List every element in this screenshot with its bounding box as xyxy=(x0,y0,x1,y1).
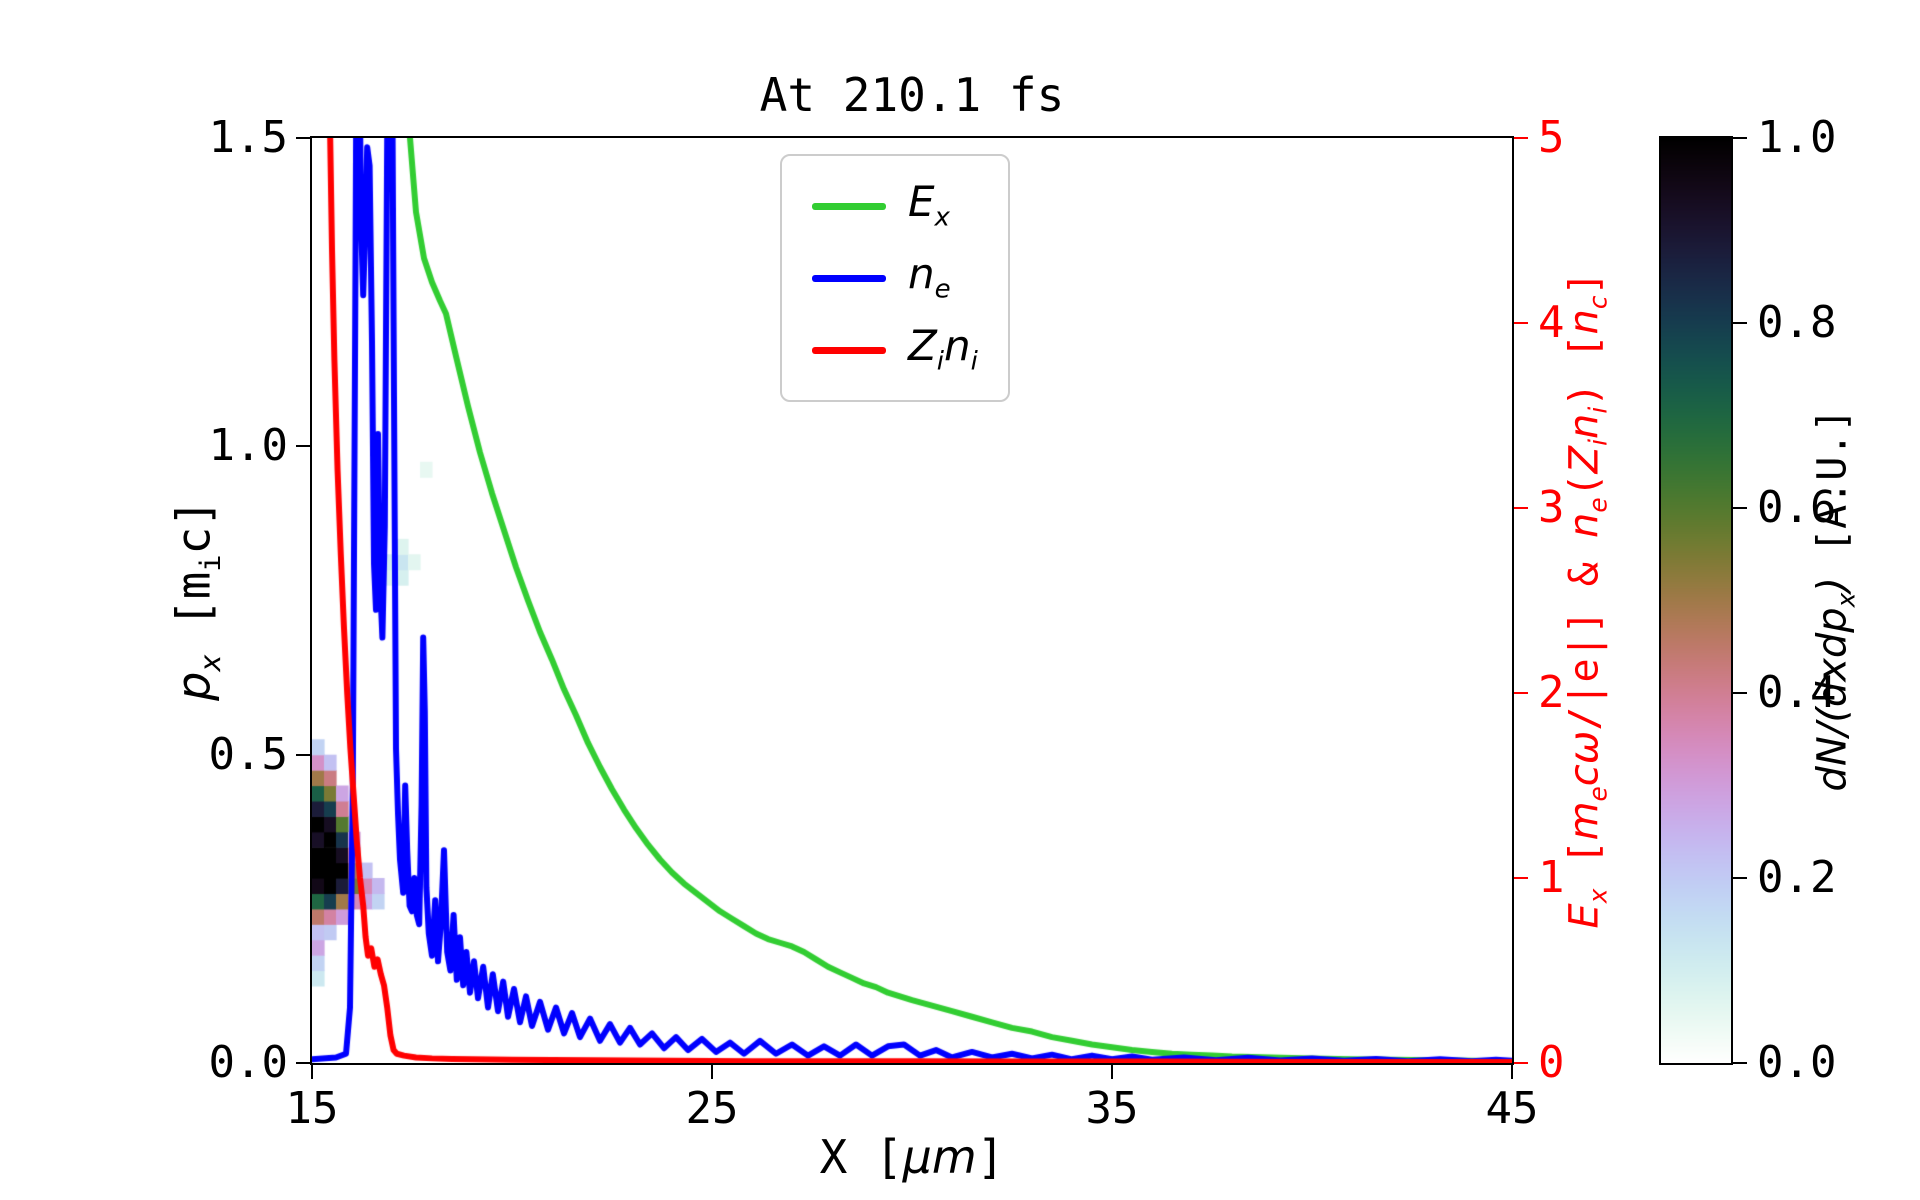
x-tick-label: 25 xyxy=(685,1083,739,1134)
legend-label-ex: Ex xyxy=(908,177,950,233)
y-right-tick-label: 5 xyxy=(1538,112,1565,163)
colorbar-tick-label: 1.0 xyxy=(1757,112,1837,163)
x-tick-label: 45 xyxy=(1485,1083,1539,1134)
colorbar-tick-mark xyxy=(1733,507,1747,509)
y-left-tick-label: 0.5 xyxy=(208,728,288,780)
y-right-tick-label: 1 xyxy=(1538,852,1565,903)
colorbar-label: dN/(dxdpx) [A.U.] xyxy=(1809,408,1861,792)
colorbar-tick-label: 0.0 xyxy=(1757,1037,1837,1088)
y-left-tick-mark xyxy=(296,137,310,139)
plot-title: At 210.1 fs xyxy=(759,68,1065,122)
y-left-tick-mark xyxy=(296,1062,310,1064)
legend-item-zini: Zini xyxy=(812,314,978,386)
x-tick-label: 15 xyxy=(285,1083,339,1134)
y-right-tick-label: 0 xyxy=(1538,1037,1565,1088)
colorbar-tick-mark xyxy=(1733,322,1747,324)
colorbar xyxy=(1659,136,1733,1065)
y-right-tick-mark xyxy=(1514,507,1528,509)
x-tick-mark xyxy=(711,1065,713,1079)
y-right-tick-label: 2 xyxy=(1538,667,1565,718)
y-left-tick-label: 0.0 xyxy=(208,1037,288,1088)
legend-line-zini xyxy=(812,346,886,354)
legend-item-ex: Ex xyxy=(812,170,978,242)
colorbar-tick-mark xyxy=(1733,137,1747,139)
x-tick-label: 35 xyxy=(1085,1083,1139,1134)
y-left-axis-label: px [mic] xyxy=(166,499,227,701)
y-right-tick-label: 4 xyxy=(1538,297,1565,348)
y-right-tick-mark xyxy=(1514,137,1528,139)
y-left-tick-label: 1.5 xyxy=(208,112,288,163)
legend-item-ne: ne xyxy=(812,242,978,314)
colorbar-tick-mark xyxy=(1733,692,1747,694)
legend-label-zini: Zini xyxy=(908,321,978,377)
x-axis-label: X [μm] xyxy=(819,1130,1005,1184)
x-tick-mark xyxy=(1111,1065,1113,1079)
y-right-tick-mark xyxy=(1514,322,1528,324)
legend-line-ne xyxy=(812,274,886,282)
plot-area: Ex ne Zini xyxy=(310,136,1514,1065)
y-right-tick-label: 3 xyxy=(1538,482,1565,533)
colorbar-tick-label: 0.8 xyxy=(1757,297,1837,348)
colorbar-tick-label: 0.2 xyxy=(1757,852,1837,903)
y-right-tick-mark xyxy=(1514,1062,1528,1064)
legend: Ex ne Zini xyxy=(780,154,1010,402)
y-right-axis-label: Ex [mecω/|e|] & ne(Zini) [nc] xyxy=(1561,271,1613,929)
legend-label-ne: ne xyxy=(908,249,951,305)
y-right-tick-mark xyxy=(1514,692,1528,694)
y-left-tick-mark xyxy=(296,753,310,756)
colorbar-canvas xyxy=(1661,138,1731,1063)
x-tick-mark xyxy=(311,1065,313,1079)
y-left-tick-mark xyxy=(296,445,310,448)
y-right-tick-mark xyxy=(1514,877,1528,879)
y-left-tick-label: 1.0 xyxy=(208,420,288,472)
legend-line-ex xyxy=(812,202,886,210)
colorbar-tick-mark xyxy=(1733,1062,1747,1064)
colorbar-tick-mark xyxy=(1733,877,1747,879)
x-tick-mark xyxy=(1511,1065,1513,1079)
